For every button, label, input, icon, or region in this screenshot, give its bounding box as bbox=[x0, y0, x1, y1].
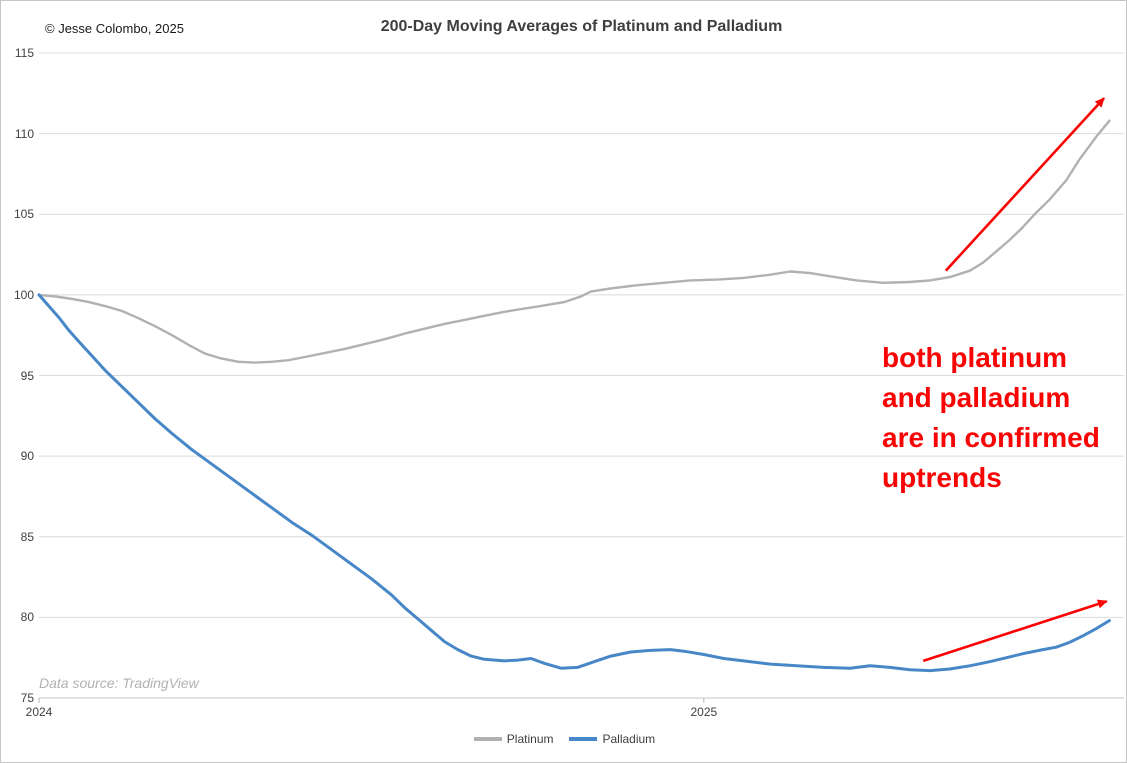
legend-swatch bbox=[569, 737, 598, 741]
uptrend-annotation: both platinum and palladium are in confirm… bbox=[882, 338, 1100, 498]
y-axis-label: 110 bbox=[14, 126, 34, 141]
annotation-line: are in confirmed bbox=[882, 422, 1100, 453]
y-axis-label: 100 bbox=[13, 287, 34, 302]
y-axis-label: 75 bbox=[20, 691, 34, 705]
y-axis-label: 80 bbox=[20, 610, 34, 625]
legend-item-platinum: Platinum bbox=[473, 732, 554, 746]
annotation-line: both platinum bbox=[882, 342, 1068, 373]
y-axis-label: 85 bbox=[20, 529, 34, 544]
y-axis-label: 115 bbox=[14, 46, 34, 60]
data-source-note: Data source: TradingView bbox=[39, 675, 199, 691]
y-axis-label: 105 bbox=[13, 207, 34, 222]
legend-label: Palladium bbox=[602, 732, 656, 746]
series-line-platinum bbox=[37, 119, 1111, 364]
y-axis-label: 95 bbox=[20, 368, 34, 383]
chart-title: 200-Day Moving Averages of Platinum and … bbox=[380, 18, 783, 35]
legend-label: Platinum bbox=[506, 732, 554, 746]
trend-arrow bbox=[922, 599, 1108, 663]
trend-arrow bbox=[944, 97, 1106, 272]
annotation-line: and palladium bbox=[882, 382, 1071, 413]
annotation-line: uptrends bbox=[882, 462, 1002, 493]
legend-item-palladium: Palladium bbox=[569, 732, 655, 746]
legend-swatch bbox=[473, 737, 502, 741]
series-line-palladium bbox=[37, 293, 1111, 673]
y-axis-label: 90 bbox=[20, 449, 34, 464]
x-axis-label: 2024 bbox=[25, 705, 53, 719]
chart-legend: Platinum Palladium bbox=[1, 732, 1126, 746]
y-axis-labels: 75 80 85 90 95 100 105 110 115 bbox=[1, 1, 34, 762]
copyright-text: © Jesse Colombo, 2025 bbox=[45, 21, 184, 36]
x-axis-label: 2025 bbox=[690, 705, 718, 719]
